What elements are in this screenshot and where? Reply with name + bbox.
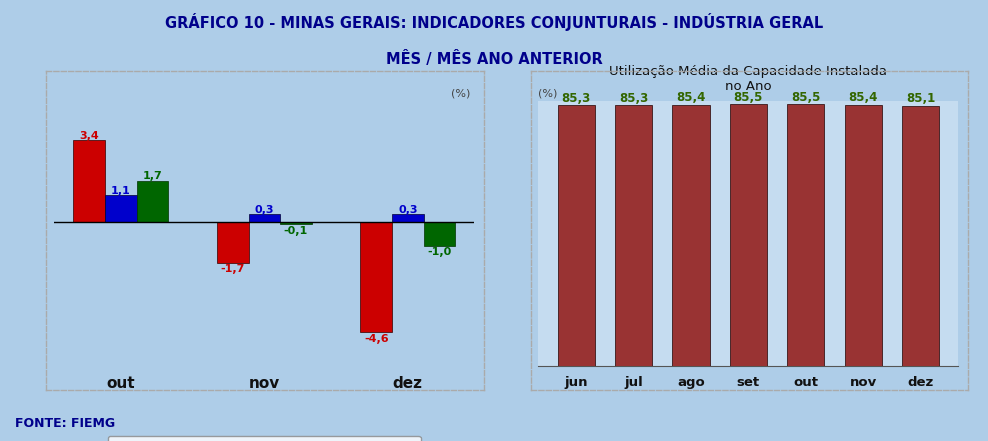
Text: 1,7: 1,7 <box>142 172 162 182</box>
Text: -4,6: -4,6 <box>364 334 388 344</box>
Text: (%): (%) <box>538 89 558 99</box>
Text: 85,4: 85,4 <box>677 91 705 105</box>
Text: 85,4: 85,4 <box>849 91 878 105</box>
Text: 85,3: 85,3 <box>618 92 648 105</box>
Bar <box>673 105 709 366</box>
Text: 0,3: 0,3 <box>398 205 418 215</box>
Text: -1,7: -1,7 <box>220 264 245 274</box>
Text: 1,1: 1,1 <box>111 186 130 196</box>
Bar <box>845 105 882 366</box>
Bar <box>280 222 311 224</box>
Bar <box>73 140 105 222</box>
Text: -0,1: -0,1 <box>284 226 308 236</box>
Bar <box>392 214 424 222</box>
Bar <box>105 195 136 222</box>
Text: FONTE: FIEMG: FONTE: FIEMG <box>15 417 115 430</box>
Bar <box>249 214 280 222</box>
Text: 0,3: 0,3 <box>255 205 274 215</box>
Bar <box>217 222 249 262</box>
Bar <box>730 105 767 366</box>
Text: (%): (%) <box>451 89 470 99</box>
Title: Utilização Média da Capacidade Instalada
no Ano: Utilização Média da Capacidade Instalada… <box>610 65 887 93</box>
Text: 3,4: 3,4 <box>79 131 99 141</box>
Text: -1,0: -1,0 <box>427 247 452 258</box>
Text: GRÁFICO 10 - MINAS GERAIS: INDICADORES CONJUNTURAIS - INDÚSTRIA GERAL: GRÁFICO 10 - MINAS GERAIS: INDICADORES C… <box>165 13 823 31</box>
Bar <box>615 105 652 366</box>
Bar <box>557 105 595 366</box>
Text: MÊS / MÊS ANO ANTERIOR: MÊS / MÊS ANO ANTERIOR <box>385 51 603 67</box>
Legend: Vendas Reais, Emprego, H. Trabalhadas: Vendas Reais, Emprego, H. Trabalhadas <box>108 436 421 441</box>
Text: 85,1: 85,1 <box>906 92 936 105</box>
Bar <box>136 181 168 222</box>
Text: 85,5: 85,5 <box>734 91 763 104</box>
Text: 85,3: 85,3 <box>561 92 591 105</box>
Bar <box>787 105 824 366</box>
Text: 85,5: 85,5 <box>791 91 820 104</box>
Bar <box>902 106 940 366</box>
Bar <box>361 222 392 333</box>
Bar <box>424 222 455 246</box>
